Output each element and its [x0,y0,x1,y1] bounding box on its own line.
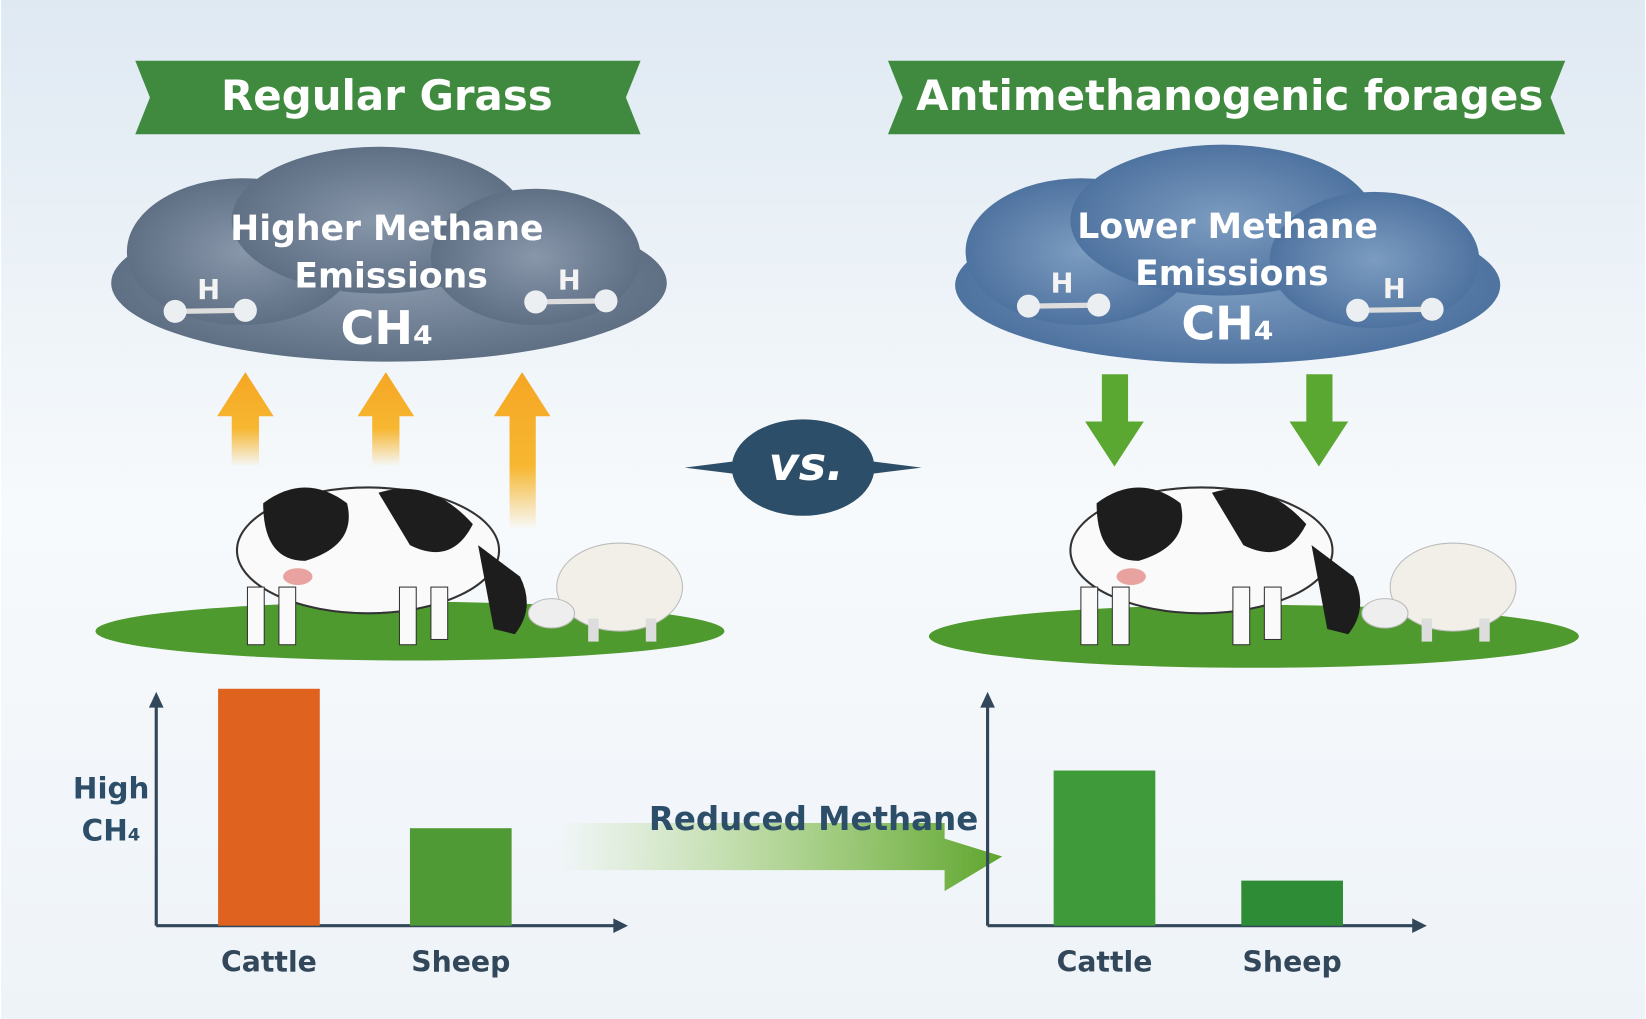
molecules [177,298,1432,314]
bar [218,688,320,926]
axis-label: High CH₄ [73,771,150,847]
cloud-text: Lower Methane [1077,207,1378,247]
bar [1053,770,1156,926]
pasture [95,486,1579,668]
banner-title: Antimethanogenic forages [916,71,1543,120]
atoms [163,289,1444,323]
cloud [111,146,667,362]
molecule-label: H [1051,269,1074,300]
banner-title: Regular Grass [221,71,553,120]
axis-arrow [980,691,995,708]
category-label: Sheep [411,945,510,978]
category-label: Sheep [1243,945,1342,978]
banner [887,60,1566,135]
bar [1241,880,1343,926]
formula: CH₄ [341,301,434,355]
axis-arrow [148,691,164,708]
molecule-label: H [197,275,220,306]
cloud-text: Emissions [294,256,487,296]
cloud [955,144,1501,364]
molecule-label: H [1383,274,1406,305]
category-label: Cattle [1057,945,1153,978]
vs-spike [871,461,922,474]
formula: CH₄ [1181,297,1274,351]
category-label: Cattle [221,945,317,978]
axis-arrow [1412,918,1427,934]
bar [409,828,512,926]
down-arrow [1085,374,1349,467]
cloud-text: Higher Methane [230,209,543,249]
vs-spike [684,461,735,474]
banner [135,60,641,135]
up-arrow [217,372,551,530]
cloud-text: Emissions [1135,254,1328,294]
axis-arrow [613,918,629,934]
molecule-label: H [558,266,581,297]
vs-badge [731,419,875,516]
vs-text: vs. [769,437,844,491]
transition-label: Reduced Methane [649,800,978,838]
transition-arrow [556,822,1003,892]
